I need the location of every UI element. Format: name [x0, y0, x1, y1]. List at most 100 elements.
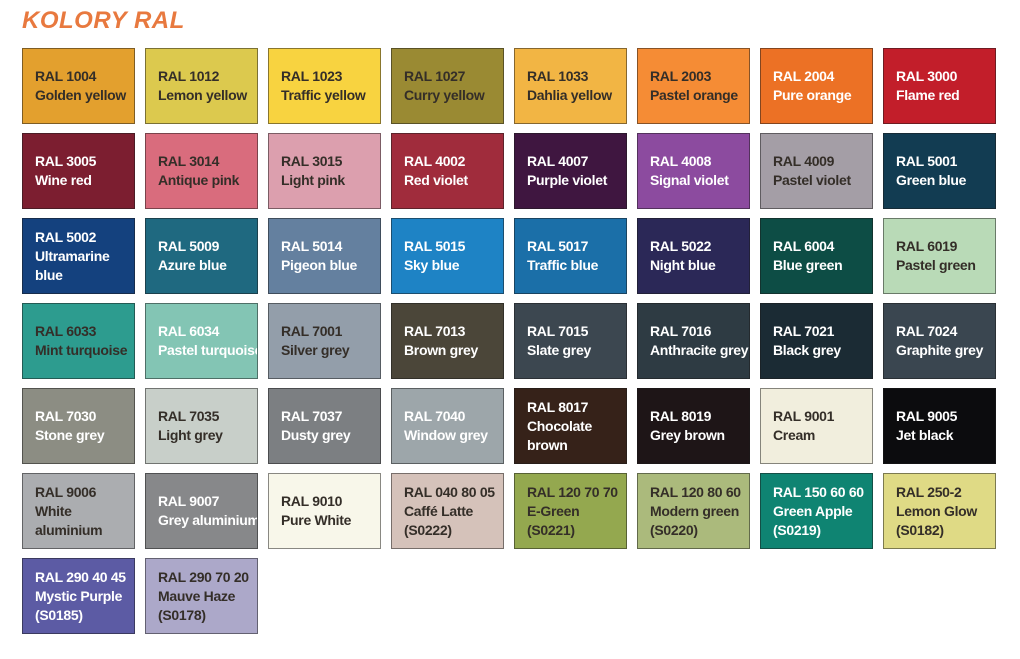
- swatch-color-name: Jet black: [896, 427, 954, 443]
- color-swatch: RAL 4002 Red violet: [391, 133, 504, 209]
- swatch-sub-code: (S0182): [896, 521, 944, 538]
- swatch-ral-code: RAL 9007: [158, 493, 220, 509]
- color-swatch: RAL 290 70 20 Mauve Haze (S0178): [145, 558, 258, 634]
- swatch-ral-code: RAL 1004: [35, 68, 97, 84]
- swatch-color-name: Caffé Latte: [404, 502, 474, 519]
- swatch-color-name: Pastel turquoise: [158, 342, 258, 358]
- swatch-ral-code: RAL 4007: [527, 153, 589, 169]
- color-swatch: RAL 120 80 60 Modern green (S0220): [637, 473, 750, 549]
- color-swatch: RAL 2003 Pastel orange: [637, 48, 750, 124]
- swatch-color-name: Pastel orange: [650, 87, 738, 103]
- swatch-color-name: Pastel green: [896, 257, 976, 273]
- swatch-ral-code: RAL 290 70 20: [158, 568, 249, 585]
- color-swatch: RAL 9010 Pure White: [268, 473, 381, 549]
- swatch-ral-code: RAL 1012: [158, 68, 220, 84]
- swatch-color-name: Lemon Glow: [896, 502, 978, 519]
- color-swatch: RAL 1027 Curry yellow: [391, 48, 504, 124]
- color-swatch: RAL 8019 Grey brown: [637, 388, 750, 464]
- swatch-color-name: Dahlia yellow: [527, 87, 612, 103]
- color-swatch: RAL 5009 Azure blue: [145, 218, 258, 294]
- color-swatch: RAL 1023 Traffic yellow: [268, 48, 381, 124]
- color-swatch: RAL 1033 Dahlia yellow: [514, 48, 627, 124]
- page-title: KOLORY RAL: [22, 7, 185, 34]
- swatch-color-name: Graphite grey: [896, 342, 984, 358]
- swatch-ral-code: RAL 2003: [650, 68, 712, 84]
- swatch-color-name: Light pink: [281, 172, 345, 188]
- swatch-ral-code: RAL 9010: [281, 493, 343, 509]
- swatch-color-name: Stone grey: [35, 427, 105, 443]
- swatch-color-name: Dusty grey: [281, 427, 351, 443]
- color-swatch: RAL 7030 Stone grey: [22, 388, 135, 464]
- swatch-ral-code: RAL 290 40 45: [35, 568, 126, 585]
- color-swatch: RAL 6034 Pastel turquoise: [145, 303, 258, 379]
- swatch-color-name: Light grey: [158, 427, 223, 443]
- swatch-color-name: Sky blue: [404, 257, 460, 273]
- color-swatch: RAL 150 60 60 Green Apple (S0219): [760, 473, 873, 549]
- color-swatch: RAL 4009 Pastel violet: [760, 133, 873, 209]
- swatch-sub-code: (S0222): [404, 521, 452, 538]
- swatch-ral-code: RAL 6004: [773, 238, 835, 254]
- swatch-ral-code: RAL 7030: [35, 408, 97, 424]
- swatch-ral-code: RAL 7035: [158, 408, 220, 424]
- swatch-ral-code: RAL 5001: [896, 153, 958, 169]
- color-swatch: RAL 8017 Chocolate brown: [514, 388, 627, 464]
- swatch-ral-code: RAL 1033: [527, 68, 589, 84]
- swatch-ral-code: RAL 5015: [404, 238, 466, 254]
- swatch-color-name: Blue green: [773, 257, 843, 273]
- swatch-ral-code: RAL 3005: [35, 153, 97, 169]
- color-swatch: RAL 290 40 45 Mystic Purple (S0185): [22, 558, 135, 634]
- swatch-sub-code: (S0178): [158, 606, 206, 623]
- swatch-color-name: Red violet: [404, 172, 468, 188]
- color-swatch: RAL 7024 Graphite grey: [883, 303, 996, 379]
- swatch-color-name: Ultramarine: [35, 247, 110, 264]
- swatch-color-name: Mint turquoise: [35, 342, 128, 358]
- color-swatch: RAL 3014 Antique pink: [145, 133, 258, 209]
- swatch-ral-code: RAL 5009: [158, 238, 220, 254]
- swatch-ral-code: RAL 040 80 05: [404, 483, 495, 500]
- swatch-ral-code: RAL 6019: [896, 238, 958, 254]
- swatch-ral-code: RAL 7037: [281, 408, 343, 424]
- swatch-color-name: Signal violet: [650, 172, 729, 188]
- swatch-color-name: White: [35, 502, 72, 519]
- swatch-color-name: Pure White: [281, 512, 352, 528]
- swatch-sub-code: (S0220): [650, 521, 698, 538]
- color-swatch: RAL 5015 Sky blue: [391, 218, 504, 294]
- color-swatch: RAL 3000 Flame red: [883, 48, 996, 124]
- swatch-ral-code: RAL 120 70 70: [527, 483, 618, 500]
- swatch-ral-code: RAL 7013: [404, 323, 466, 339]
- swatch-ral-code: RAL 3000: [896, 68, 958, 84]
- swatch-color-name: Azure blue: [158, 257, 227, 273]
- swatch-ral-code: RAL 120 80 60: [650, 483, 741, 500]
- color-swatch: RAL 4007 Purple violet: [514, 133, 627, 209]
- swatch-color-name: Grey aluminium: [158, 512, 258, 528]
- swatch-ral-code: RAL 6034: [158, 323, 220, 339]
- swatch-color-name: Pastel violet: [773, 172, 851, 188]
- swatch-ral-code: RAL 9001: [773, 408, 835, 424]
- swatch-color-name: Green blue: [896, 172, 967, 188]
- swatch-ral-code: RAL 4008: [650, 153, 712, 169]
- swatch-ral-code: RAL 9005: [896, 408, 958, 424]
- swatch-grid: RAL 1004 Golden yellow RAL 1012 Lemon yello…: [22, 48, 996, 634]
- swatch-color-name: Anthracite grey: [650, 342, 749, 358]
- color-swatch: RAL 1012 Lemon yellow: [145, 48, 258, 124]
- color-swatch: RAL 7016 Anthracite grey: [637, 303, 750, 379]
- swatch-color-name: Window grey: [404, 427, 488, 443]
- swatch-ral-code: RAL 9006: [35, 483, 97, 500]
- swatch-ral-code: RAL 1023: [281, 68, 343, 84]
- swatch-ral-code: RAL 7016: [650, 323, 712, 339]
- color-swatch: RAL 7037 Dusty grey: [268, 388, 381, 464]
- color-swatch: RAL 3005 Wine red: [22, 133, 135, 209]
- swatch-ral-code: RAL 3014: [158, 153, 220, 169]
- swatch-ral-code: RAL 6033: [35, 323, 97, 339]
- color-swatch: RAL 250-2 Lemon Glow (S0182): [883, 473, 996, 549]
- swatch-color-name: Pure orange: [773, 87, 852, 103]
- swatch-ral-code: RAL 2004: [773, 68, 835, 84]
- swatch-ral-code: RAL 7015: [527, 323, 589, 339]
- swatch-sub-code: (S0221): [527, 521, 575, 538]
- swatch-sub-code: (S0185): [35, 606, 83, 623]
- swatch-ral-code: RAL 7001: [281, 323, 343, 339]
- swatch-color-name: Antique pink: [158, 172, 240, 188]
- swatch-color-name: Silver grey: [281, 342, 350, 358]
- color-swatch: RAL 3015 Light pink: [268, 133, 381, 209]
